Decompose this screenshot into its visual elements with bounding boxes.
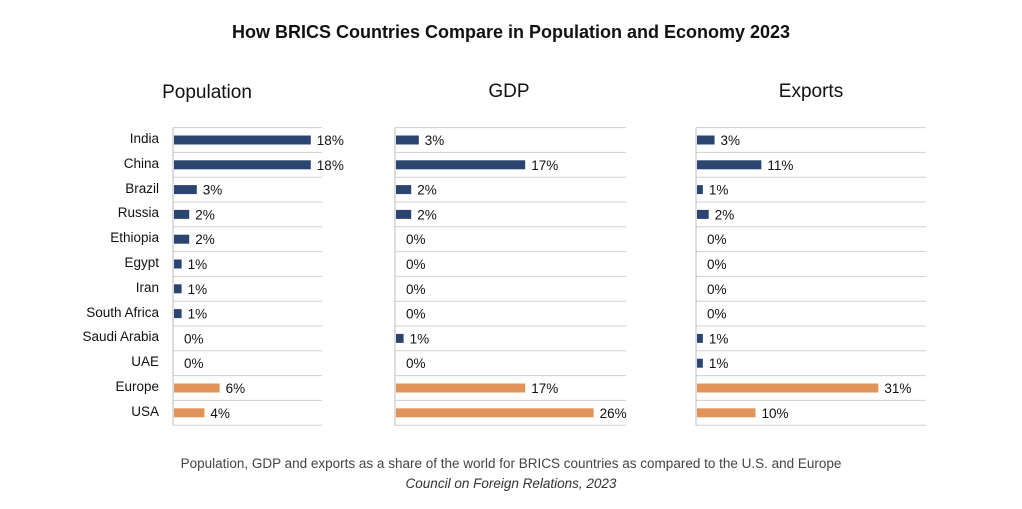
chart-title: How BRICS Countries Compare in Populatio… xyxy=(231,22,791,42)
gdp-bar-russia xyxy=(396,209,412,219)
category-label-china: China xyxy=(123,155,159,171)
population-bar-iran xyxy=(174,284,182,294)
population-bar-india xyxy=(174,135,311,145)
population-value-label-brazil: 3% xyxy=(203,183,223,198)
exports-bar-usa xyxy=(697,408,756,418)
population-bar-egypt xyxy=(174,259,182,269)
category-label-usa: USA xyxy=(131,403,159,419)
category-label-russia: Russia xyxy=(117,205,159,221)
population-bar-china xyxy=(174,160,311,170)
gdp-bar-saudi-arabia xyxy=(396,333,404,343)
gdp-bar-usa xyxy=(396,408,594,418)
gdp-value-label-india: 3% xyxy=(425,133,445,148)
exports-value-label-ethiopia: 0% xyxy=(707,232,727,247)
category-label-uae: UAE xyxy=(131,354,159,370)
population-value-label-saudi-arabia: 0% xyxy=(184,331,204,346)
gdp-value-label-ethiopia: 0% xyxy=(406,232,426,247)
exports-value-label-brazil: 1% xyxy=(709,183,729,198)
category-label-iran: Iran xyxy=(135,279,159,295)
category-label-south-africa: South Africa xyxy=(86,304,159,320)
exports-value-label-iran: 0% xyxy=(707,282,727,297)
exports-value-label-egypt: 0% xyxy=(707,257,727,272)
exports-bar-brazil xyxy=(697,185,703,195)
population-bar-usa xyxy=(174,408,205,418)
exports-bar-saudi-arabia xyxy=(697,333,703,343)
exports-value-label-uae: 1% xyxy=(709,356,729,371)
population-value-label-china: 18% xyxy=(317,158,344,173)
gdp-value-label-brazil: 2% xyxy=(417,183,437,198)
population-bar-south-africa xyxy=(174,309,182,319)
population-value-label-uae: 0% xyxy=(184,356,204,371)
gdp-value-label-iran: 0% xyxy=(406,282,426,297)
exports-value-label-india: 3% xyxy=(721,133,741,148)
exports-value-label-usa: 10% xyxy=(762,406,789,421)
category-label-europe: Europe xyxy=(115,379,159,394)
exports-bar-russia xyxy=(697,209,709,219)
category-label-india: India xyxy=(129,131,159,146)
exports-bar-india xyxy=(697,135,715,145)
exports-bar-uae xyxy=(697,358,703,368)
panel-title-exports: Exports xyxy=(778,81,844,102)
gdp-bar-europe xyxy=(396,383,526,393)
chart-source: Council on Foreign Relations, 2023 xyxy=(405,476,617,491)
population-value-label-europe: 6% xyxy=(226,381,246,396)
exports-value-label-china: 11% xyxy=(767,158,793,173)
category-label-ethiopia: Ethiopia xyxy=(110,230,159,246)
gdp-value-label-usa: 26% xyxy=(600,406,627,421)
exports-value-label-russia: 2% xyxy=(715,207,735,222)
gdp-value-label-egypt: 0% xyxy=(406,257,426,272)
population-value-label-south-africa: 1% xyxy=(188,307,208,322)
gdp-value-label-saudi-arabia: 1% xyxy=(410,331,430,346)
category-label-brazil: Brazil xyxy=(125,180,159,196)
panel-title-gdp: GDP xyxy=(488,81,530,102)
population-bar-europe xyxy=(174,383,220,393)
population-value-label-iran: 1% xyxy=(188,282,208,297)
gdp-value-label-china: 17% xyxy=(531,158,558,173)
gdp-value-label-russia: 2% xyxy=(417,207,437,222)
population-value-label-india: 18% xyxy=(317,133,344,148)
population-bar-ethiopia xyxy=(174,234,190,244)
population-value-label-russia: 2% xyxy=(195,207,215,222)
population-bar-brazil xyxy=(174,185,197,195)
category-label-egypt: Egypt xyxy=(124,255,159,270)
category-label-saudi-arabia: Saudi Arabia xyxy=(82,329,159,345)
population-bar-russia xyxy=(174,209,190,219)
exports-value-label-europe: 31% xyxy=(884,381,911,396)
exports-bar-china xyxy=(697,160,762,170)
panel-title-population: Population xyxy=(162,82,252,103)
population-value-label-egypt: 1% xyxy=(188,257,208,272)
exports-bar-europe xyxy=(697,383,879,393)
population-value-label-usa: 4% xyxy=(210,406,230,421)
gdp-value-label-europe: 17% xyxy=(531,381,558,396)
population-value-label-ethiopia: 2% xyxy=(195,232,215,247)
gdp-value-label-south-africa: 0% xyxy=(406,307,426,322)
gdp-value-label-uae: 0% xyxy=(406,356,426,371)
gdp-bar-brazil xyxy=(396,185,412,195)
gdp-bar-china xyxy=(396,160,526,170)
gdp-bar-india xyxy=(396,135,419,145)
exports-value-label-saudi-arabia: 1% xyxy=(709,331,729,346)
exports-value-label-south-africa: 0% xyxy=(707,307,727,322)
chart-caption: Population, GDP and exports as a share o… xyxy=(180,456,842,471)
